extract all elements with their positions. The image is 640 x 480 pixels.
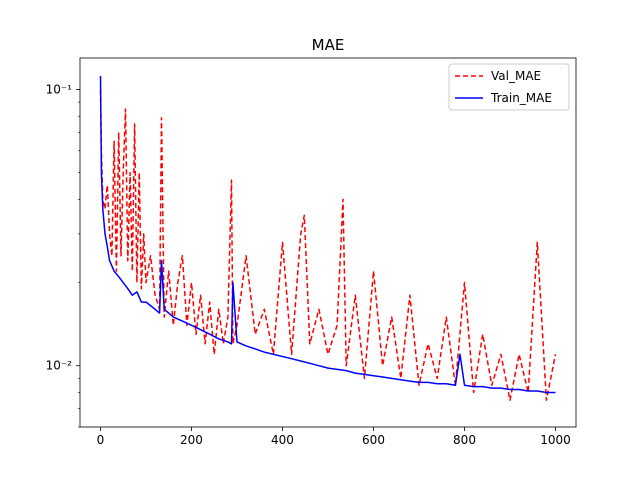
series-line-val-mae [99, 89, 557, 401]
x-tick-label: 600 [362, 433, 385, 447]
y-tick-label: 10⁻² [46, 359, 73, 373]
x-tick-label: 800 [453, 433, 476, 447]
chart-title: MAE [312, 36, 345, 54]
legend-label: Train_MAE [490, 91, 552, 105]
legend-label: Val_MAE [491, 69, 541, 83]
x-axis: 0 200 400 600 800 1000 [97, 427, 571, 447]
series-line-train-mae [99, 75, 556, 394]
x-tick-label: 1000 [540, 433, 571, 447]
x-tick-label: 0 [97, 433, 105, 447]
plot-frame [79, 57, 577, 428]
y-tick-label: 10⁻¹ [46, 82, 73, 96]
legend: Val_MAE Train_MAE [448, 63, 570, 111]
series-layer [99, 75, 557, 401]
x-tick-label: 200 [180, 433, 203, 447]
x-tick-label: 400 [271, 433, 294, 447]
y-axis: 10⁻² 10⁻¹ [46, 82, 80, 428]
